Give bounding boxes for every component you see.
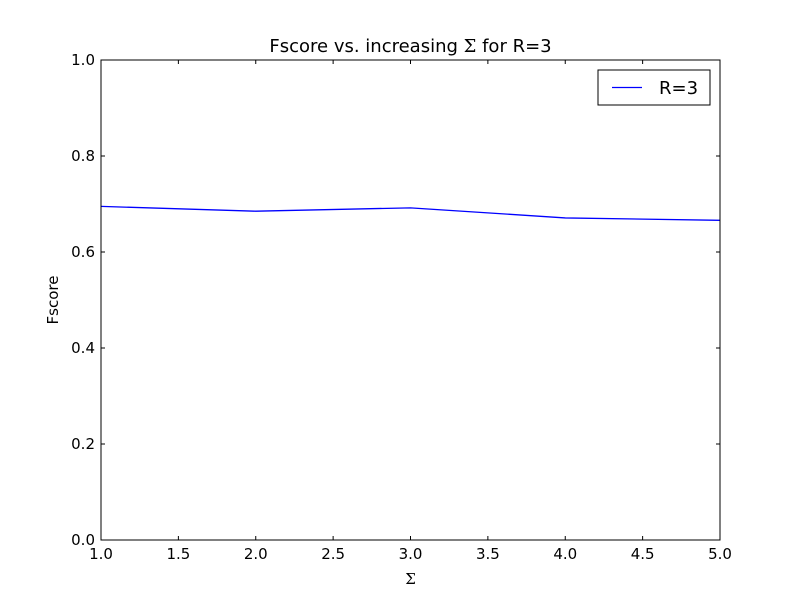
plot-frame	[100, 59, 721, 541]
x-axis-label: Σ	[405, 570, 416, 588]
x-tick-label: 2.5	[321, 545, 345, 563]
x-tick-label: 1.0	[89, 545, 113, 563]
x-tick-label: 4.0	[553, 545, 577, 563]
series-line-r-3	[100, 205, 721, 221]
chart-title: Fscore vs. increasing Σ for R=3	[269, 36, 551, 57]
y-axis-label: Fscore	[44, 276, 62, 325]
y-axis-ticks: 0.0 0.2 0.4 0.6 0.8 1.0	[71, 51, 720, 549]
x-tick-label: 2.0	[244, 545, 268, 563]
x-tick-label: 3.0	[399, 545, 423, 563]
legend-label: R=3	[659, 78, 698, 99]
x-tick-label: 5.0	[708, 545, 732, 563]
legend: R=3	[597, 69, 711, 106]
x-tick-label: 1.5	[166, 545, 190, 563]
y-tick-label: 0.2	[71, 435, 95, 453]
plot-background	[101, 60, 720, 540]
y-tick-label: 0.8	[71, 147, 95, 165]
y-tick-label: 1.0	[71, 51, 95, 69]
x-tick-label: 3.5	[476, 545, 500, 563]
x-tick-label: 4.5	[631, 545, 655, 563]
series-layer	[100, 205, 721, 221]
y-tick-label: 0.0	[71, 531, 95, 549]
y-tick-label: 0.4	[71, 339, 95, 357]
y-tick-label: 0.6	[71, 243, 95, 261]
